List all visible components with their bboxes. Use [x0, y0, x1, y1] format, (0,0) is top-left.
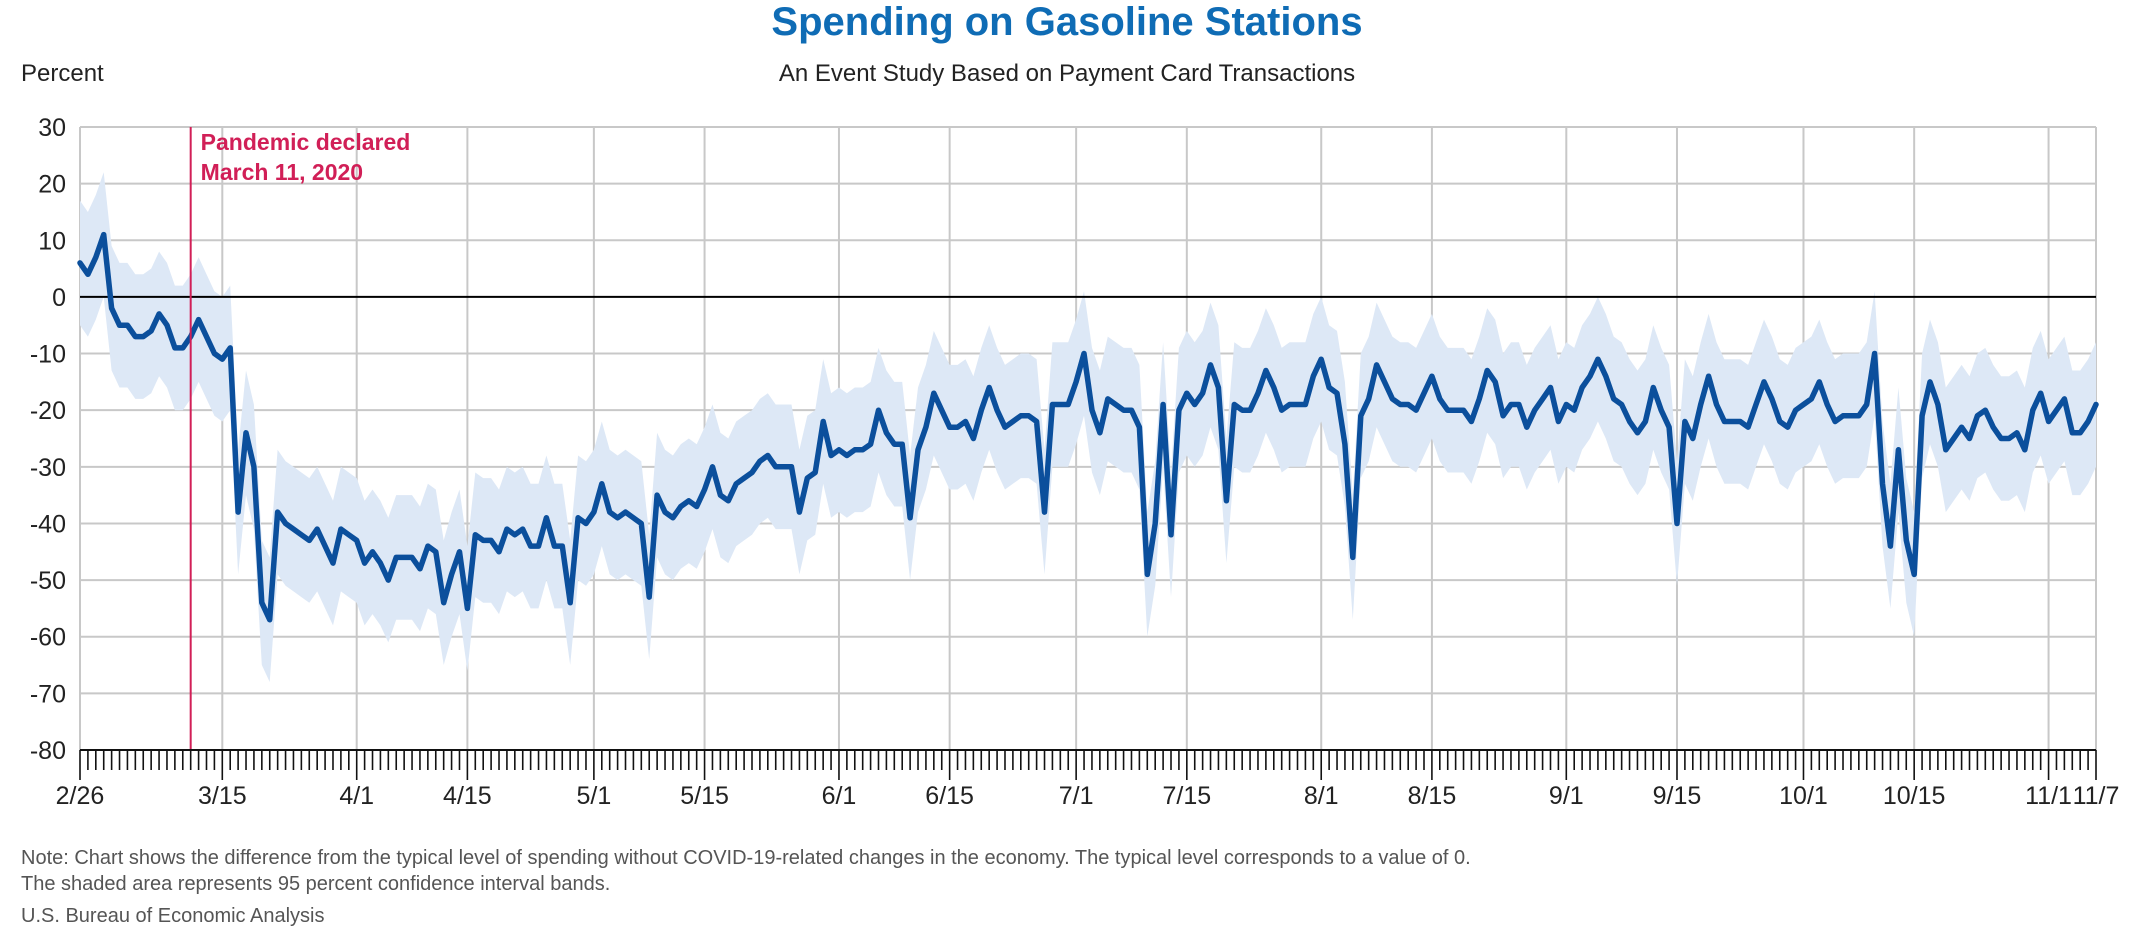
- x-tick-label: 6/15: [925, 782, 974, 810]
- y-tick-label: 20: [38, 171, 66, 199]
- y-tick-label: -70: [30, 680, 66, 708]
- x-tick-label: 11/7: [2073, 782, 2120, 810]
- y-tick-label: -80: [30, 737, 66, 765]
- source-label: U.S. Bureau of Economic Analysis: [21, 905, 325, 927]
- line-chart: Pandemic declared March 11, 2020 30 20 10 0…: [30, 114, 2120, 810]
- x-tick-label: 3/15: [198, 782, 247, 810]
- y-tick-label: -60: [30, 624, 66, 652]
- y-tick-label: 0: [52, 284, 66, 312]
- x-tick-label: 7/15: [1162, 782, 1211, 810]
- note-line-1: Note: Chart shows the difference from th…: [21, 847, 1471, 869]
- x-tick-label: 10/1: [1779, 782, 1828, 810]
- axes-layer: 30 20 10 0 -10 -20 -30 -40 -50 -60 -70 -80 2/26 3/15 4…: [30, 114, 2120, 810]
- confidence-band-layer: [80, 172, 2096, 683]
- event-label-line2: March 11, 2020: [201, 159, 363, 185]
- y-tick-label: -50: [30, 567, 66, 595]
- y-tick-label: 10: [38, 227, 66, 255]
- x-tick-label: 4/1: [339, 782, 374, 810]
- chart-note: Note: Chart shows the difference from th…: [21, 845, 1471, 897]
- series-line: [77, 231, 2099, 623]
- x-tick-label: 9/15: [1653, 782, 1702, 810]
- x-tick-label: 10/15: [1883, 782, 1946, 810]
- note-line-2: The shaded area represents 95 percent co…: [21, 873, 611, 895]
- event-label-line1: Pandemic declared: [201, 129, 411, 155]
- x-tick-label: 5/15: [680, 782, 729, 810]
- confidence-band: [80, 172, 2096, 683]
- x-tick-label: 9/1: [1549, 782, 1584, 810]
- y-tick-label: -40: [30, 510, 66, 538]
- event-marker: Pandemic declared March 11, 2020: [189, 127, 411, 750]
- x-tick-label: 11/1: [2025, 782, 2072, 810]
- x-tick-label: 2/26: [56, 782, 105, 810]
- y-axis-unit-label: Percent: [21, 60, 104, 87]
- x-tick-label: 6/1: [822, 782, 857, 810]
- chart-title: Spending on Gasoline Stations: [771, 0, 1363, 44]
- x-tick-label: 8/1: [1304, 782, 1339, 810]
- y-tick-label: -10: [30, 341, 66, 369]
- series-line-layer: [77, 231, 2099, 623]
- x-tick-label: 5/1: [576, 782, 611, 810]
- chart-subtitle: An Event Study Based on Payment Card Tra…: [778, 60, 1356, 87]
- y-tick-label: -30: [30, 454, 66, 482]
- y-tick-label: -20: [30, 397, 66, 425]
- x-tick-label: 4/15: [443, 782, 492, 810]
- y-tick-label: 30: [38, 114, 66, 142]
- x-tick-label: 8/15: [1408, 782, 1457, 810]
- x-tick-label: 7/1: [1059, 782, 1094, 810]
